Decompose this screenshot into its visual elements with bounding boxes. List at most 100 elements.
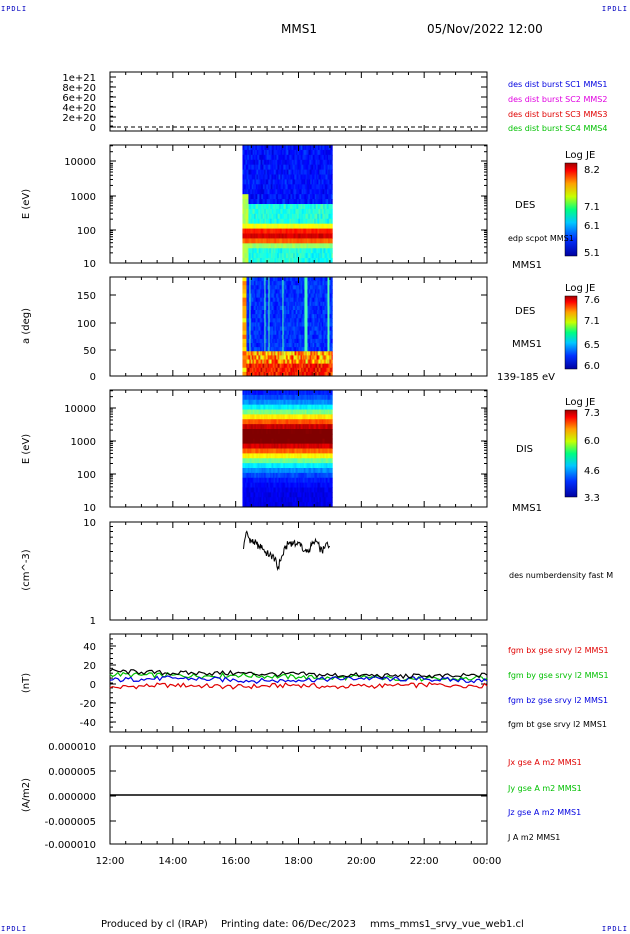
dis_energy-cell	[253, 468, 255, 474]
des_energy-cell	[330, 159, 332, 166]
des_pitch-cell	[250, 359, 252, 365]
des_energy-cell	[328, 169, 330, 175]
dis_energy-cell	[252, 468, 254, 474]
des_pitch-cell	[315, 281, 317, 286]
des_energy-cell	[259, 154, 261, 161]
des_pitch-cell	[242, 301, 244, 307]
des_pitch-cell	[299, 297, 301, 303]
des_energy-cell	[324, 149, 326, 156]
des_pitch-cell	[275, 359, 277, 365]
des_energy-cell	[260, 258, 262, 264]
des_pitch-cell	[257, 334, 259, 340]
des_pitch-cell	[257, 314, 259, 319]
des_energy-cell	[308, 184, 310, 190]
des_pitch-cell	[322, 330, 324, 336]
des_energy-cell	[270, 199, 272, 205]
des_energy-cell	[244, 208, 246, 215]
des_energy-cell	[293, 213, 295, 220]
des_pitch-cell	[254, 351, 256, 356]
des_pitch-cell	[267, 297, 269, 303]
des_energy-cell	[278, 189, 280, 195]
des_energy-cell	[324, 223, 326, 230]
des_pitch-cell	[289, 293, 291, 299]
des_energy-cell	[279, 145, 281, 151]
des_energy-cell	[260, 169, 262, 175]
des_energy-cell	[309, 248, 311, 254]
des_pitch-cell	[261, 326, 263, 332]
dis_energy-cell	[256, 399, 258, 406]
des_pitch-cell	[300, 359, 302, 365]
des_energy-cell	[246, 184, 248, 190]
des_energy-cell	[311, 184, 313, 190]
des_pitch-cell	[311, 314, 313, 319]
des_energy-cell	[275, 253, 277, 259]
des_pitch-cell	[243, 305, 245, 311]
des_pitch-cell	[279, 297, 281, 303]
des_energy-cell	[304, 243, 306, 249]
des_pitch-cell	[300, 322, 302, 327]
des_pitch-cell	[297, 334, 299, 340]
des_energy-cell	[317, 159, 319, 166]
des_pitch-cell	[326, 289, 328, 294]
des_energy-cell	[254, 213, 256, 220]
des_pitch-cell	[256, 322, 258, 327]
dis_energy-cell	[251, 487, 253, 493]
des_pitch-cell	[315, 355, 317, 360]
des_pitch-cell	[250, 289, 252, 294]
des_energy-cell	[284, 159, 286, 166]
des_energy-cell	[261, 253, 263, 259]
des_energy-cell	[302, 184, 304, 190]
des_pitch-cell	[260, 343, 262, 348]
des_pitch-cell	[247, 314, 249, 319]
des_energy-cell	[329, 194, 331, 200]
des_energy-cell	[317, 204, 319, 210]
des_energy-cell	[289, 228, 291, 234]
des_energy-cell	[323, 174, 325, 180]
des_pitch-cell	[297, 326, 299, 332]
des_pitch-cell	[289, 347, 291, 352]
des_energy-cell	[272, 174, 274, 180]
des_pitch-cell	[262, 347, 264, 352]
des_pitch-cell	[284, 318, 286, 323]
des_pitch-cell	[258, 293, 260, 299]
des_pitch-cell	[300, 351, 302, 356]
des_energy-cell	[322, 174, 324, 180]
des_pitch-cell	[328, 326, 330, 332]
des_pitch-cell	[246, 314, 248, 319]
des_pitch-cell	[266, 334, 268, 340]
des_pitch-cell	[315, 330, 317, 336]
des_energy-cell	[271, 248, 273, 254]
des_pitch-cell	[244, 281, 246, 286]
des_energy-cell	[265, 223, 267, 230]
des_pitch-cell	[314, 367, 316, 373]
des_energy-cell	[317, 154, 319, 161]
des_energy-cell	[313, 218, 315, 225]
des_energy-cell	[303, 233, 305, 239]
des_energy-cell	[311, 164, 313, 171]
dis_energy-cell	[248, 448, 250, 454]
des_energy-cell	[257, 208, 259, 215]
des_pitch-cell	[284, 330, 286, 336]
des_energy-cell	[297, 248, 299, 254]
des_pitch-cell	[329, 326, 331, 332]
dis_energy-cell	[245, 438, 247, 445]
des_pitch-cell	[326, 363, 328, 369]
des_energy-cell	[312, 253, 314, 259]
des_pitch-cell	[285, 301, 287, 307]
des_energy-cell	[266, 218, 268, 225]
dis_energy-cell	[250, 394, 252, 401]
des_pitch-cell	[303, 314, 305, 319]
des_energy-cell	[298, 243, 300, 249]
des_energy-cell	[329, 238, 331, 244]
des_pitch-cell	[283, 301, 285, 307]
des_pitch-cell	[302, 326, 304, 332]
dis_energy-cell	[256, 502, 258, 508]
des_energy-cell	[242, 145, 244, 151]
des_energy-cell	[327, 174, 329, 180]
des_energy-cell	[264, 169, 266, 175]
des_energy-cell	[288, 233, 290, 239]
des_pitch-cell	[307, 289, 309, 294]
des_pitch-cell	[314, 314, 316, 319]
des_pitch-cell	[250, 334, 252, 340]
des_energy-cell	[244, 248, 246, 254]
